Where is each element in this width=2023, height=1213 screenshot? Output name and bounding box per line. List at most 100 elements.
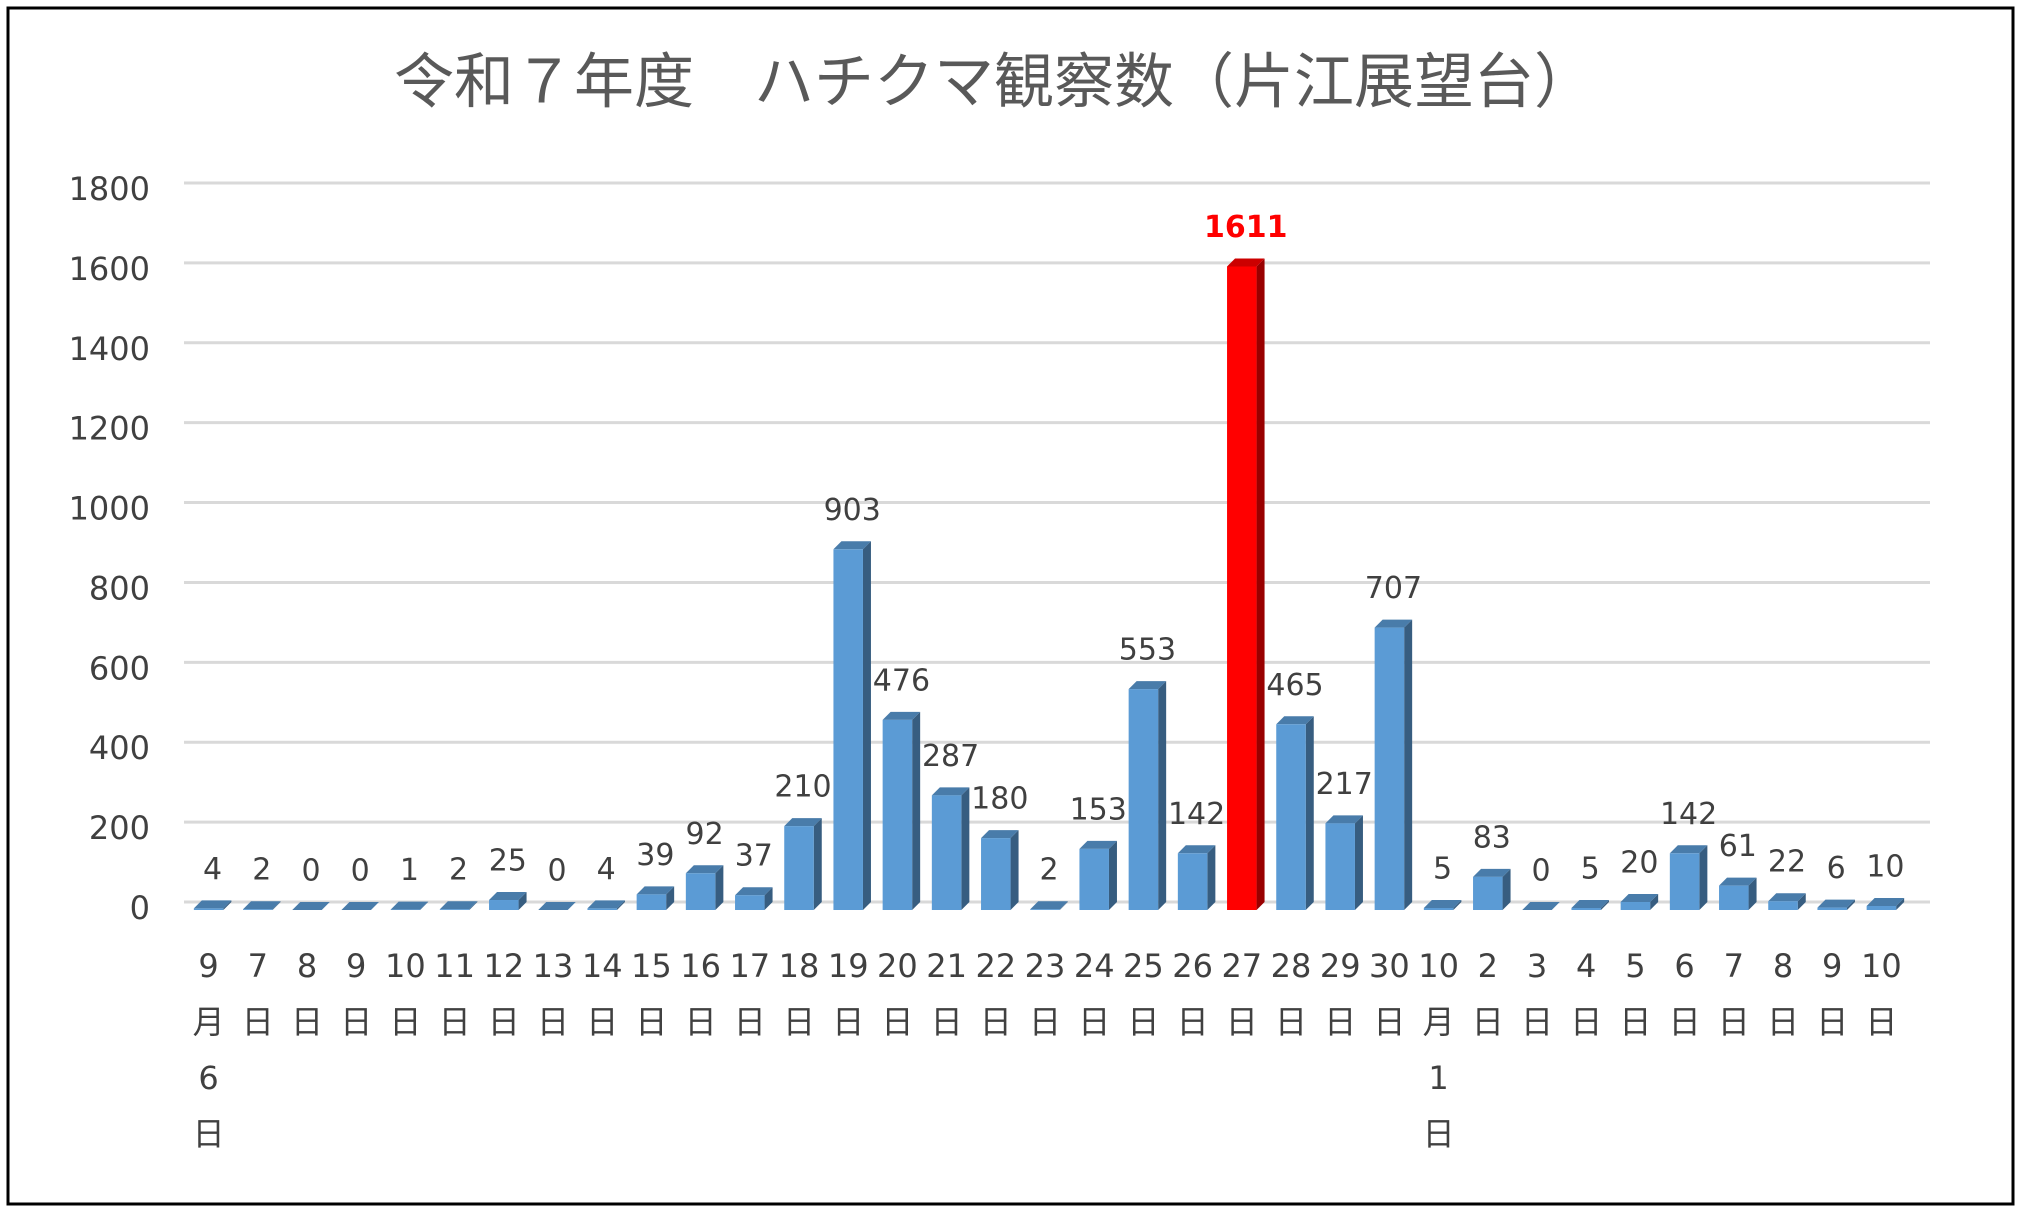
x-tick-label: 17 日 <box>729 947 770 1041</box>
bar <box>1719 877 1757 910</box>
bar-side <box>1748 877 1757 910</box>
value-label: 4 <box>203 852 222 887</box>
bar <box>784 818 822 910</box>
bar <box>390 901 429 910</box>
bar <box>1079 840 1117 910</box>
x-tick-label: 24 日 <box>1074 947 1115 1041</box>
bar <box>1177 845 1216 910</box>
bar-top <box>243 901 281 910</box>
chart-title: 令和７年度 ハチクマ観察数（片江展望台） <box>394 48 1594 118</box>
bar-top <box>636 886 675 895</box>
y-tick-label: 1600 <box>69 250 150 288</box>
y-tick-label: 400 <box>89 729 150 767</box>
y-tick-label: 1800 <box>69 170 150 208</box>
bar-side <box>764 887 773 910</box>
bar-top <box>1079 840 1117 849</box>
x-tick-label: 30 日 <box>1369 947 1410 1041</box>
bar <box>1325 815 1363 910</box>
value-label: 903 <box>824 493 881 528</box>
bar-front <box>1768 901 1798 910</box>
value-label: 180 <box>971 782 1028 817</box>
bar-top <box>1817 899 1855 908</box>
bar <box>1571 900 1609 910</box>
value-label: 217 <box>1316 767 1373 802</box>
x-tick-label: 15 日 <box>631 947 672 1041</box>
bar-front <box>1177 853 1208 910</box>
bar-top <box>292 902 330 910</box>
value-label: 142 <box>1660 797 1717 832</box>
bar <box>1374 619 1413 910</box>
value-label: 0 <box>547 854 566 889</box>
bar-top <box>1276 716 1314 725</box>
x-tick-label: 20 日 <box>877 947 918 1041</box>
bar-top <box>1177 845 1216 854</box>
x-tick-label: 10 日 <box>1861 947 1902 1041</box>
bar-side <box>1010 830 1019 910</box>
value-label: 5 <box>1581 852 1600 887</box>
bar-top <box>1571 900 1609 909</box>
value-label: 2 <box>449 853 468 888</box>
x-tick-label: 27 日 <box>1221 947 1262 1041</box>
y-tick-label: 600 <box>89 649 150 687</box>
bar <box>1817 899 1855 910</box>
bar-side <box>1108 840 1117 910</box>
bar-top <box>538 902 576 910</box>
x-tick-label: 10 月 1 日 <box>1418 947 1459 1153</box>
value-label: 465 <box>1266 668 1323 703</box>
bar-front <box>243 909 273 910</box>
value-label: 39 <box>636 838 674 873</box>
value-label: 0 <box>301 854 320 889</box>
bar-front <box>882 719 913 910</box>
y-tick-label: 1000 <box>69 490 150 528</box>
value-label: 142 <box>1168 797 1225 832</box>
bar-top <box>1768 893 1806 902</box>
value-label: 92 <box>686 817 724 852</box>
value-label: 707 <box>1365 571 1422 606</box>
bar-top <box>1374 619 1413 628</box>
value-label: 210 <box>774 770 831 805</box>
bar-side <box>1404 619 1413 910</box>
bar <box>1473 868 1511 910</box>
bar-top <box>439 901 478 910</box>
bar-front <box>1325 823 1355 910</box>
bar-front <box>636 894 667 910</box>
x-tick-label: 21 日 <box>926 947 967 1041</box>
bar-front <box>685 873 716 910</box>
bar-side <box>420 901 429 910</box>
bar-top <box>685 865 724 874</box>
bar-side <box>1797 893 1806 910</box>
value-label: 22 <box>1768 845 1806 880</box>
x-tick-label: 14 日 <box>582 947 623 1041</box>
bar <box>1128 681 1167 910</box>
bar-front <box>1079 848 1109 910</box>
bar-front <box>1128 689 1159 910</box>
bar-front <box>1620 902 1651 910</box>
bar-front <box>1374 627 1405 910</box>
value-label: 25 <box>489 844 527 879</box>
bar-side <box>912 711 921 910</box>
value-label: 61 <box>1719 829 1757 864</box>
bar-side <box>1600 900 1609 910</box>
bar-front <box>439 909 470 910</box>
value-label: 0 <box>1531 854 1550 889</box>
bar-side <box>223 900 232 910</box>
bar <box>685 865 724 910</box>
bar <box>439 901 478 910</box>
x-tick-label: 25 日 <box>1123 947 1164 1041</box>
frame <box>6 6 2015 1206</box>
bar <box>931 787 970 910</box>
bar-side <box>715 865 724 910</box>
bar-front <box>1669 853 1700 910</box>
bar-top <box>882 711 921 720</box>
bar <box>1669 845 1708 910</box>
x-tick-label: 26 日 <box>1172 947 1213 1041</box>
